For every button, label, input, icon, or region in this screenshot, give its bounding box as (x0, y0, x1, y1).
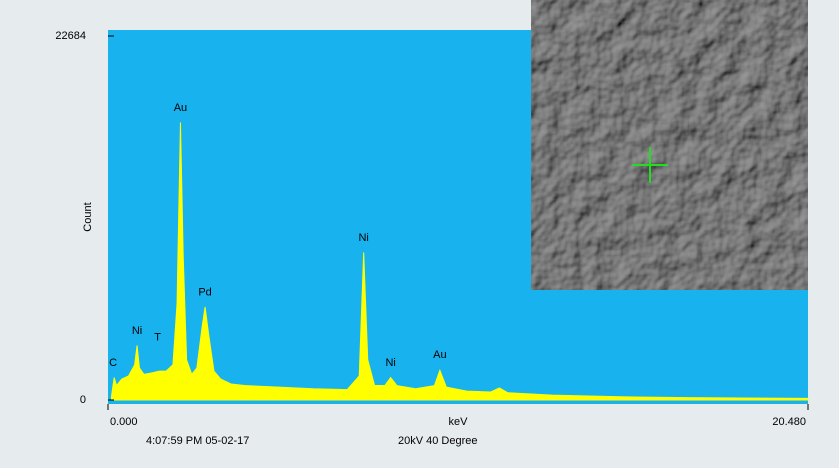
y-tick-label: 22684 (55, 30, 86, 42)
y-axis-label: Count (82, 202, 94, 231)
sem-texture (531, 0, 808, 290)
peak-label: T (154, 331, 161, 343)
peak-label: Ni (385, 357, 395, 369)
peak-label: Au (433, 349, 446, 361)
peak-label: Pd (198, 286, 211, 298)
page: 0 22684 0.000 20.480 C Ni T Au Pd Ni Ni Au Count ke… (0, 0, 839, 463)
chart: 0 22684 0.000 20.480 C Ni T Au Pd Ni Ni Au Count ke… (0, 0, 839, 463)
peak-label: Ni (132, 325, 142, 337)
peak-label: Au (174, 102, 187, 114)
x-axis-label: keV (449, 416, 469, 428)
peak-label: Ni (358, 232, 368, 244)
footer-text: 20kV 40 Degree (398, 435, 478, 447)
x-tick-label: 20.480 (772, 416, 806, 428)
peak-label: C (109, 357, 117, 369)
x-tick-label: 0.000 (110, 416, 138, 428)
footer-text: 4:07:59 PM 05-02-17 (146, 435, 249, 447)
y-tick-label: 0 (80, 394, 86, 406)
